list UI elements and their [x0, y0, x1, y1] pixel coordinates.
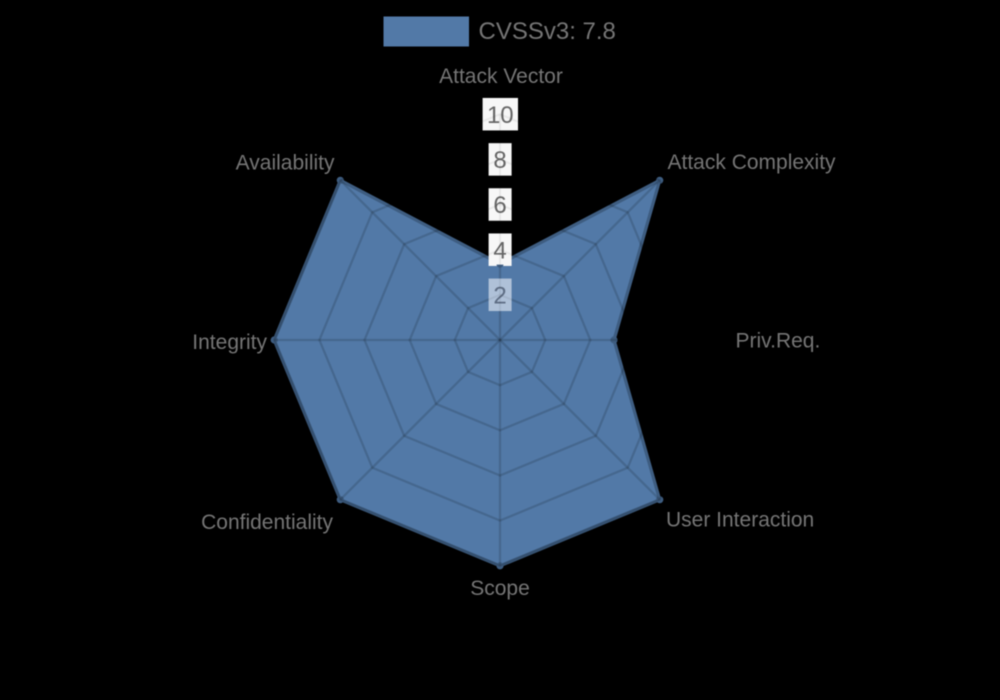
svg-text:Integrity: Integrity [192, 331, 267, 354]
svg-text:6: 6 [493, 192, 506, 219]
svg-text:2: 2 [493, 283, 506, 310]
svg-text:Confidentiality: Confidentiality [201, 511, 333, 534]
svg-text:User Interaction: User Interaction [666, 509, 814, 532]
svg-text:CVSSv3: 7.8: CVSSv3: 7.8 [479, 18, 616, 45]
svg-text:4: 4 [493, 237, 506, 264]
svg-text:Priv.Req.: Priv.Req. [736, 330, 821, 353]
svg-text:8: 8 [493, 147, 506, 174]
svg-text:Scope: Scope [470, 577, 530, 600]
svg-text:10: 10 [487, 102, 514, 129]
svg-text:Attack Vector: Attack Vector [439, 65, 563, 88]
svg-text:Attack Complexity: Attack Complexity [668, 151, 837, 174]
svg-text:Availability: Availability [236, 152, 335, 175]
